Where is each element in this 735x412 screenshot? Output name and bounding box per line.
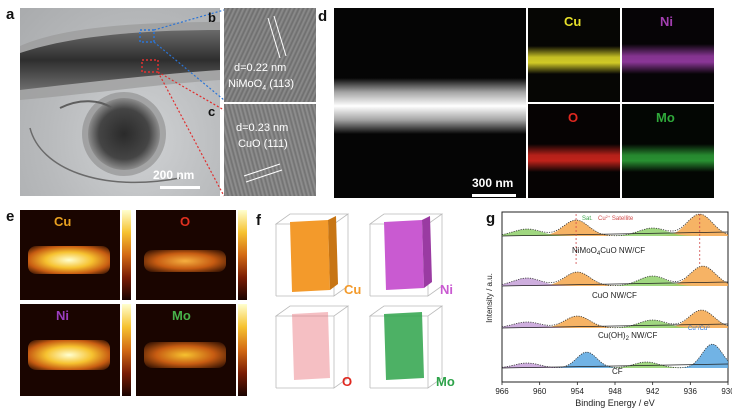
x-tick-label: 960 [533, 387, 547, 396]
panel-label-f: f [256, 212, 261, 229]
panel-label-c: c [208, 104, 216, 119]
fit-component [502, 214, 728, 236]
eds-label-o: O [568, 110, 579, 125]
d-spacing-b: d=0.22 nm [234, 62, 287, 74]
eds-map-ni: Ni [622, 8, 714, 102]
panel-d-haadf: 300 nm [334, 8, 526, 198]
fit-component [502, 320, 728, 328]
eds-label-cu: Cu [564, 14, 582, 29]
zoom-leader-lines [153, 9, 225, 197]
panel-label-b: b [208, 10, 216, 25]
spectrum-envelope [501, 265, 729, 286]
haadf-nanowire [334, 78, 526, 134]
cube-ni [368, 213, 444, 297]
tomo-label-cu: Cu [54, 214, 72, 229]
sat-label: Sat. [582, 216, 593, 222]
phase-label-b: NiMoO4 (113) [228, 78, 295, 93]
baseline [501, 323, 729, 329]
colorbar-e-o [238, 210, 247, 300]
series-label-2: CuO NW/CF [592, 291, 637, 300]
fit-component [502, 310, 728, 328]
cube-o [274, 305, 350, 389]
fit-component [502, 316, 728, 328]
cube-mo [368, 305, 444, 389]
lattice-marker-b [267, 15, 287, 59]
colorbar-e-mo [238, 304, 247, 396]
panel-label-a: a [6, 6, 15, 23]
panel-a-tem-image: 200 nm [20, 8, 220, 196]
panel-label-d: d [318, 8, 328, 25]
series-label-1: NiMoO4CuO NW/CF [572, 246, 645, 257]
spectrum-envelope [501, 213, 729, 237]
series-label-4: CF [612, 367, 623, 376]
x-axis-label: Binding Energy / eV [575, 398, 655, 408]
eds-map-o: O [528, 104, 620, 198]
x-tick-label: 936 [684, 387, 698, 396]
panel-label-g: g [486, 210, 496, 227]
colorbar-e-ni [122, 304, 131, 396]
cu-plus-label: Cu+/Cu0 [688, 324, 710, 332]
eds-map-mo: Mo [622, 104, 714, 198]
tomo-map-o: O [136, 210, 236, 300]
baseline [501, 363, 729, 369]
tomo-label-ni: Ni [56, 308, 69, 323]
panel-c-hrtem: d=0.23 nm CuO (111) [224, 104, 316, 196]
spectrum-envelope [501, 309, 729, 329]
render-label-mo: Mo [436, 374, 455, 389]
spectrum-envelope [501, 343, 729, 369]
x-tick-label: 948 [608, 387, 622, 396]
tem-nanowire-drawing [20, 22, 220, 189]
d-spacing-c: d=0.23 nm [236, 122, 289, 134]
phase-label-c: CuO (111) [238, 138, 288, 150]
series-label-3: Cu(OH)2 NW/CF [598, 331, 657, 342]
x-tick-label: 942 [646, 387, 660, 396]
fit-component [502, 266, 728, 286]
fit-component [502, 220, 728, 236]
x-ticks: 966 960 954 948 942 936 930 [495, 382, 732, 396]
cube-cu [274, 213, 350, 297]
fit-component [502, 228, 728, 236]
eds-label-mo: Mo [656, 110, 675, 125]
xps-chart: 966 960 954 948 942 936 930 Binding Energy / e… [485, 211, 732, 408]
tomo-map-mo: Mo [136, 304, 236, 396]
fit-component [502, 344, 728, 368]
baseline [501, 281, 729, 287]
lattice-marker-c [243, 163, 283, 183]
x-tick-label: 966 [495, 387, 509, 396]
colorbar-e-cu [122, 210, 131, 300]
scalebar-label-a: 200 nm [153, 168, 195, 182]
render-label-cu: Cu [344, 282, 362, 297]
x-tick-label: 954 [571, 387, 585, 396]
eds-map-cu: Cu [528, 8, 620, 102]
panel-label-e: e [6, 208, 15, 225]
xps-series-group [501, 213, 729, 369]
tomo-label-mo: Mo [172, 308, 191, 323]
fit-component [502, 276, 728, 286]
satellite-label: Cu2+ Satellite [598, 214, 634, 222]
tomo-3d-renders [274, 213, 444, 389]
tomo-map-ni: Ni [20, 304, 120, 396]
scalebar-label-d: 300 nm [472, 176, 514, 190]
panel-b-hrtem: d=0.22 nm NiMoO4 (113) [224, 8, 316, 102]
render-label-ni: Ni [440, 282, 453, 297]
fit-component [502, 272, 728, 286]
tomo-map-cu: Cu [20, 210, 120, 300]
scalebar-d [472, 194, 516, 197]
baseline [501, 231, 729, 237]
x-tick-label: 930 [721, 387, 732, 396]
tomo-label-o: O [180, 214, 191, 229]
y-axis-label: Intensity / a.u. [485, 273, 494, 323]
eds-label-ni: Ni [660, 14, 673, 29]
render-label-o: O [342, 374, 353, 389]
